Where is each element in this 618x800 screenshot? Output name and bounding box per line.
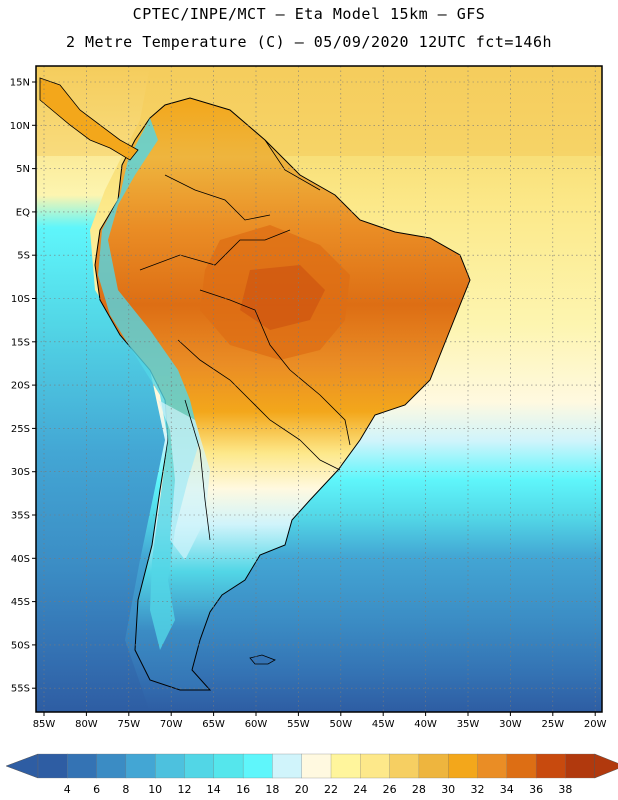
colorbar-label: 26 — [383, 783, 397, 796]
lat-label: 10S — [11, 294, 30, 305]
central-america-land — [39, 77, 139, 161]
colorbar-segment — [125, 753, 156, 779]
colorbar-label: 8 — [122, 783, 129, 796]
colorbar-label: 20 — [295, 783, 309, 796]
longitude-labels: 85W 80W 75W 70W 65W 60W 55W 50W 45W 40W 35W 30W 25W 2… — [33, 712, 607, 730]
colorbar-segment — [37, 753, 68, 779]
colorbar-segment — [506, 753, 537, 779]
colorbar-segment — [301, 753, 332, 779]
lon-label: 35W — [457, 719, 480, 730]
country-borders — [139, 139, 351, 541]
lat-label: 15S — [11, 337, 30, 348]
colorbar-segment — [418, 753, 449, 779]
colorbar-label: 34 — [500, 783, 514, 796]
colorbar-segment — [213, 753, 244, 779]
colorbar-label: 18 — [265, 783, 279, 796]
colorbar-segment — [360, 753, 391, 779]
colorbar-segment — [242, 753, 273, 779]
lat-label: 5S — [17, 251, 30, 262]
lon-label: 25W — [541, 719, 564, 730]
colorbar-segment — [184, 753, 215, 779]
lat-label: 15N — [10, 78, 30, 89]
lon-label: 55W — [287, 719, 310, 730]
latitude-labels: 15N 10N 5N EQ 5S 10S 15S 20S 25S 30S 35S 40S 45S 50S 5… — [10, 78, 36, 695]
falkland-islands — [249, 654, 276, 665]
colorbar-segment — [96, 753, 127, 779]
colorbar-segment — [477, 753, 508, 779]
map-frame — [35, 65, 603, 713]
hottest-region — [240, 265, 325, 330]
colorbar-label: 28 — [412, 783, 426, 796]
colorbar-segment — [448, 753, 478, 779]
lon-label: 65W — [202, 719, 225, 730]
colorbar-segment — [330, 753, 361, 779]
colorbar-label: 36 — [529, 783, 543, 796]
lon-label: 20W — [584, 719, 607, 730]
colorbar-label: 32 — [471, 783, 485, 796]
colorbar-low-arrow — [5, 753, 39, 779]
colorbar-segment — [67, 753, 98, 779]
lat-label: EQ — [16, 207, 30, 218]
pacific-ocean — [36, 66, 165, 712]
colorbar-segment — [155, 753, 185, 779]
chart-subtitle: 2 Metre Temperature (C) — 05/09/2020 12U… — [65, 33, 553, 51]
lat-label: 20S — [11, 381, 30, 392]
lat-label: 30S — [11, 467, 30, 478]
chart-title: CPTEC/INPE/MCT — Eta Model 15km — GFS — [132, 5, 486, 23]
colorbar: 4 6 8 10 12 14 16 18 20 22 24 26 28 30 32 34 36 38 — [5, 753, 618, 796]
lon-label: 40W — [414, 719, 437, 730]
lat-label: 5N — [16, 164, 30, 175]
colorbar-high-arrow — [594, 753, 618, 779]
lon-label: 85W — [33, 719, 56, 730]
lon-label: 45W — [372, 719, 395, 730]
lat-label: 40S — [11, 554, 30, 565]
colorbar-label: 10 — [148, 783, 162, 796]
lat-label: 10N — [10, 121, 30, 132]
caribbean-warm-band — [36, 66, 602, 156]
lat-label: 50S — [11, 640, 30, 651]
colorbar-label: 22 — [324, 783, 338, 796]
colorbar-label: 30 — [441, 783, 455, 796]
colorbar-segment — [389, 753, 420, 779]
lon-label: 80W — [75, 719, 98, 730]
lat-label: 45S — [11, 597, 30, 608]
map-field — [36, 66, 602, 712]
colorbar-label: 6 — [93, 783, 100, 796]
colorbar-segment — [535, 753, 566, 779]
lon-label: 50W — [329, 719, 352, 730]
lon-label: 30W — [499, 719, 522, 730]
colorbar-label: 24 — [353, 783, 367, 796]
lon-label: 75W — [117, 719, 140, 730]
lon-label: 60W — [245, 719, 268, 730]
colorbar-label: 38 — [558, 783, 572, 796]
lon-label: 70W — [160, 719, 183, 730]
lat-label: 55S — [11, 684, 30, 695]
lat-label: 25S — [11, 424, 30, 435]
lat-label: 35S — [11, 511, 30, 522]
colorbar-label: 14 — [207, 783, 221, 796]
colorbar-segment — [272, 753, 303, 779]
colorbar-label: 4 — [64, 783, 71, 796]
colorbar-label: 16 — [236, 783, 250, 796]
colorbar-segment — [565, 753, 596, 779]
colorbar-label: 12 — [178, 783, 192, 796]
